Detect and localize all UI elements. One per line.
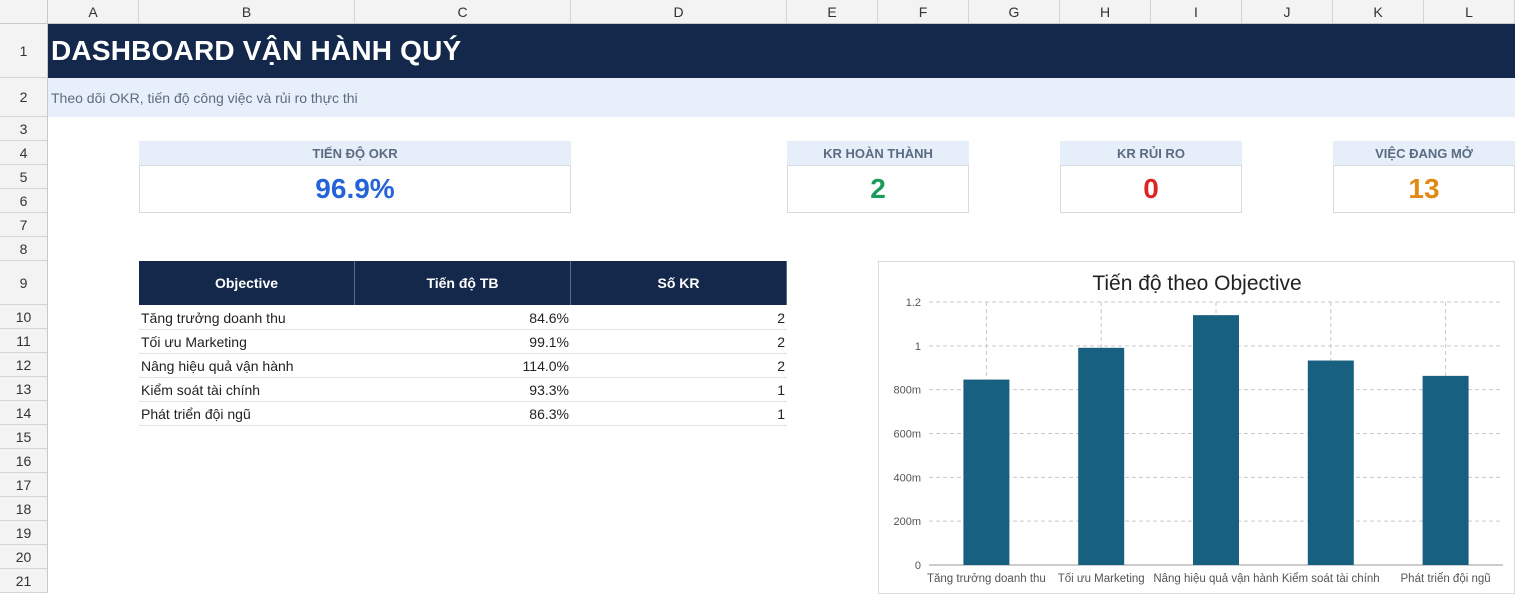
column-header[interactable]: L (1424, 0, 1515, 24)
y-tick-label: 600m (893, 429, 921, 441)
row-header[interactable]: 13 (0, 377, 48, 401)
table-cell-progress[interactable]: 114.0% (355, 354, 571, 378)
column-header[interactable]: B (139, 0, 355, 24)
y-tick-label: 1 (915, 341, 921, 353)
column-header[interactable]: I (1151, 0, 1242, 24)
x-tick-label: Nâng hiệu quả vận hành (1153, 573, 1278, 585)
dashboard-title-cell[interactable]: DASHBOARD VẬN HÀNH QUÝ (48, 24, 1515, 78)
column-header[interactable]: J (1242, 0, 1333, 24)
row-header[interactable]: 10 (0, 305, 48, 329)
row-header[interactable]: 20 (0, 545, 48, 569)
kpi-kr-done-label[interactable]: KR HOÀN THÀNH (787, 141, 969, 165)
table-cell-progress[interactable]: 84.6% (355, 306, 571, 330)
kpi-kr-risk-label[interactable]: KR RỦI RO (1060, 141, 1242, 165)
kpi-kr-risk-value[interactable]: 0 (1060, 165, 1242, 213)
y-tick-label: 800m (893, 385, 921, 397)
select-all-corner[interactable] (0, 0, 48, 24)
row-header[interactable]: 11 (0, 329, 48, 353)
row-header[interactable]: 1 (0, 24, 48, 78)
row-header[interactable]: 8 (0, 237, 48, 261)
row-header[interactable]: 17 (0, 473, 48, 497)
column-header[interactable]: A (48, 0, 139, 24)
kpi-okr-progress-value[interactable]: 96.9% (139, 165, 571, 213)
y-tick-label: 0 (915, 560, 921, 572)
row-header[interactable]: 15 (0, 425, 48, 449)
column-header[interactable]: C (355, 0, 571, 24)
table-cell-kr-count[interactable]: 1 (571, 378, 787, 402)
row-header[interactable]: 16 (0, 449, 48, 473)
chart-title: Tiến độ theo Objective (1092, 272, 1301, 295)
row-header[interactable]: 3 (0, 117, 48, 141)
y-tick-label: 200m (893, 516, 921, 528)
row-header[interactable]: 9 (0, 261, 48, 305)
x-tick-label: Phát triển đội ngũ (1401, 573, 1491, 585)
column-header[interactable]: E (787, 0, 878, 24)
kpi-open-tasks-value[interactable]: 13 (1333, 165, 1515, 213)
dashboard-title: DASHBOARD VẬN HÀNH QUÝ (51, 35, 462, 66)
dashboard-subtitle-cell[interactable]: Theo dõi OKR, tiến độ công việc và rủi r… (48, 78, 1515, 117)
table-cell-objective[interactable]: Kiểm soát tài chính (139, 378, 355, 402)
chart-bar (1193, 315, 1239, 565)
row-header[interactable]: 5 (0, 165, 48, 189)
table-header-progress[interactable]: Tiến độ TB (355, 261, 571, 305)
table-cell-progress[interactable]: 93.3% (355, 378, 571, 402)
table-cell-kr-count[interactable]: 1 (571, 402, 787, 426)
row-header[interactable]: 18 (0, 497, 48, 521)
x-tick-label: Kiểm soát tài chính (1282, 573, 1380, 585)
row-header[interactable]: 4 (0, 141, 48, 165)
y-tick-label: 400m (893, 472, 921, 484)
row-header[interactable]: 2 (0, 78, 48, 117)
table-cell-progress[interactable]: 99.1% (355, 330, 571, 354)
column-header[interactable]: F (878, 0, 969, 24)
table-header-kr-count[interactable]: Số KR (571, 261, 787, 305)
table-cell-kr-count[interactable]: 2 (571, 330, 787, 354)
row-header[interactable]: 6 (0, 189, 48, 213)
column-header[interactable]: K (1333, 0, 1424, 24)
row-header[interactable]: 12 (0, 353, 48, 377)
chart-canvas: Tiến độ theo Objective 0 200m 400m 600m 800m 1… (893, 272, 1503, 585)
column-header[interactable]: D (571, 0, 787, 24)
table-cell-progress[interactable]: 86.3% (355, 402, 571, 426)
kpi-kr-done-value[interactable]: 2 (787, 165, 969, 213)
table-header-objective[interactable]: Objective (139, 261, 355, 305)
chart-bar (1078, 347, 1125, 565)
column-header[interactable]: G (969, 0, 1060, 24)
chart-bar (1422, 375, 1469, 565)
row-header[interactable]: 14 (0, 401, 48, 425)
table-cell-kr-count[interactable]: 2 (571, 306, 787, 330)
table-cell-objective[interactable]: Tối ưu Marketing (139, 330, 355, 354)
table-cell-objective[interactable]: Nâng hiệu quả vận hành (139, 354, 355, 378)
kpi-open-tasks-label[interactable]: VIỆC ĐANG MỞ (1333, 141, 1515, 165)
chart-bar (1307, 360, 1354, 565)
table-cell-objective[interactable]: Phát triển đội ngũ (139, 402, 355, 426)
dashboard-subtitle: Theo dõi OKR, tiến độ công việc và rủi r… (51, 89, 358, 106)
table-cell-kr-count[interactable]: 2 (571, 354, 787, 378)
kpi-okr-progress-label[interactable]: TIẾN ĐỘ OKR (139, 141, 571, 165)
y-tick-label: 1.2 (906, 297, 921, 309)
table-cell-objective[interactable]: Tăng trưởng doanh thu (139, 306, 355, 330)
objective-progress-chart[interactable]: Tiến độ theo Objective 0 200m 400m 600m 800m 1… (878, 261, 1515, 594)
x-tick-label: Tối ưu Marketing (1058, 573, 1145, 585)
chart-bar (963, 379, 1010, 565)
row-header[interactable]: 7 (0, 213, 48, 237)
row-header[interactable]: 19 (0, 521, 48, 545)
x-tick-label: Tăng trưởng doanh thu (927, 573, 1046, 585)
row-header[interactable]: 21 (0, 569, 48, 593)
column-header[interactable]: H (1060, 0, 1151, 24)
